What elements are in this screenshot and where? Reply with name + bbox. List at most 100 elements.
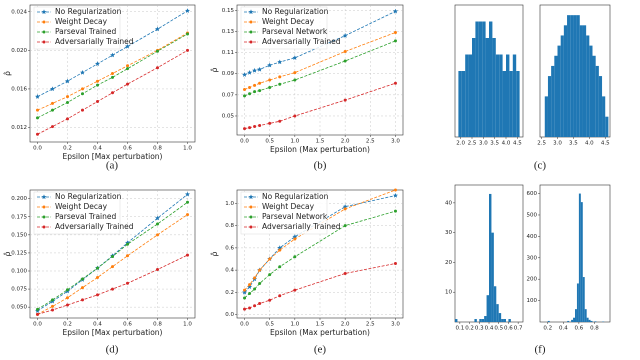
y-tick-label: 0.13 [222,29,235,35]
series-line [37,32,188,111]
y-tick-label: 0.8 [225,223,234,229]
marker [393,188,397,192]
histogram-bar [588,319,591,322]
histogram-bar [592,55,596,138]
marker [186,32,189,36]
x-tick-label: 0.6 [504,326,513,332]
histogram-bar [468,54,472,137]
histogram-bar [605,116,609,137]
marker [66,288,69,292]
marker [247,70,253,75]
y-tick-label: 600 [527,191,538,197]
marker [343,207,347,211]
y-tick-label: 0.2 [225,290,234,296]
legend-marker [248,9,254,15]
legend-label: No Regularization [55,192,122,201]
legend-label: Weight Decay [55,17,108,26]
marker [253,125,257,129]
marker [111,72,114,75]
marker [126,67,129,71]
marker [343,271,347,275]
x-tick-label: 3.0 [391,139,400,145]
marker [248,92,252,96]
histogram-bar [590,320,593,322]
histogram-bar [557,45,561,137]
histogram-bar [478,21,483,137]
marker [111,287,114,291]
y-tick-label: 0.175 [11,214,27,220]
marker [278,265,282,269]
legend-label: Parseval Trained [55,212,116,221]
series-line [244,263,396,310]
marker [393,209,397,213]
y-tick-label: 300 [527,255,538,261]
x-tick-label: 0.5 [494,326,503,332]
x-tick-label: 0.2 [63,322,72,328]
x-tick-label: 1.0 [290,322,299,328]
x-tick-label: 1.0 [183,146,192,152]
marker [343,59,347,63]
y-tick-label: 0.150 [11,232,27,238]
histogram-bar [481,319,485,322]
marker [258,81,262,85]
marker [96,79,99,83]
marker [35,94,40,99]
marker [252,67,258,73]
caption: (f) [535,344,546,356]
marker [248,126,252,130]
marker [81,87,84,91]
marker [126,82,129,86]
marker [186,48,189,52]
x-axis-label: Epsilon [Max perturbation) [62,328,162,337]
histogram-bar [602,96,606,137]
marker [66,117,69,121]
histogram-bar [503,319,506,322]
marker [111,265,114,269]
marker [36,307,39,311]
y-axis-label: ρ̂ [3,71,12,76]
series-line [244,82,396,130]
histogram-bar [582,25,587,137]
histogram-bar [491,232,494,322]
histogram-bar [586,317,589,322]
marker [66,95,69,99]
histogram-bar [582,277,585,322]
histogram-bar [578,193,581,322]
marker [81,286,84,290]
marker [65,78,70,84]
marker [51,101,54,105]
marker [51,308,54,312]
marker [186,253,189,257]
marker [253,276,257,280]
marker [248,292,252,296]
marker [243,88,247,92]
marker [278,248,282,252]
marker [277,59,283,65]
histogram-bar [489,193,492,322]
marker [253,287,257,291]
caption: (b) [314,160,327,172]
histogram-bar [576,15,580,137]
marker [126,64,129,68]
marker [80,69,85,75]
histogram-bar [489,21,493,137]
marker [342,33,348,38]
histogram-bar [573,15,577,137]
marker [393,30,397,34]
x-tick-label: 0.8 [153,322,162,328]
marker [393,81,397,85]
marker [125,43,130,49]
legend-label: Adversarially Trained [262,37,341,46]
x-tick-label: 0.6 [123,146,132,152]
marker [278,75,282,79]
marker [96,83,99,87]
histogram-bar [509,71,513,137]
marker [268,78,272,82]
y-tick-label: 0.07 [222,92,235,98]
marker [156,233,159,237]
marker [95,61,100,66]
histogram-bar [493,286,497,322]
marker [248,85,252,89]
y-tick-label: 0.016 [11,86,27,92]
